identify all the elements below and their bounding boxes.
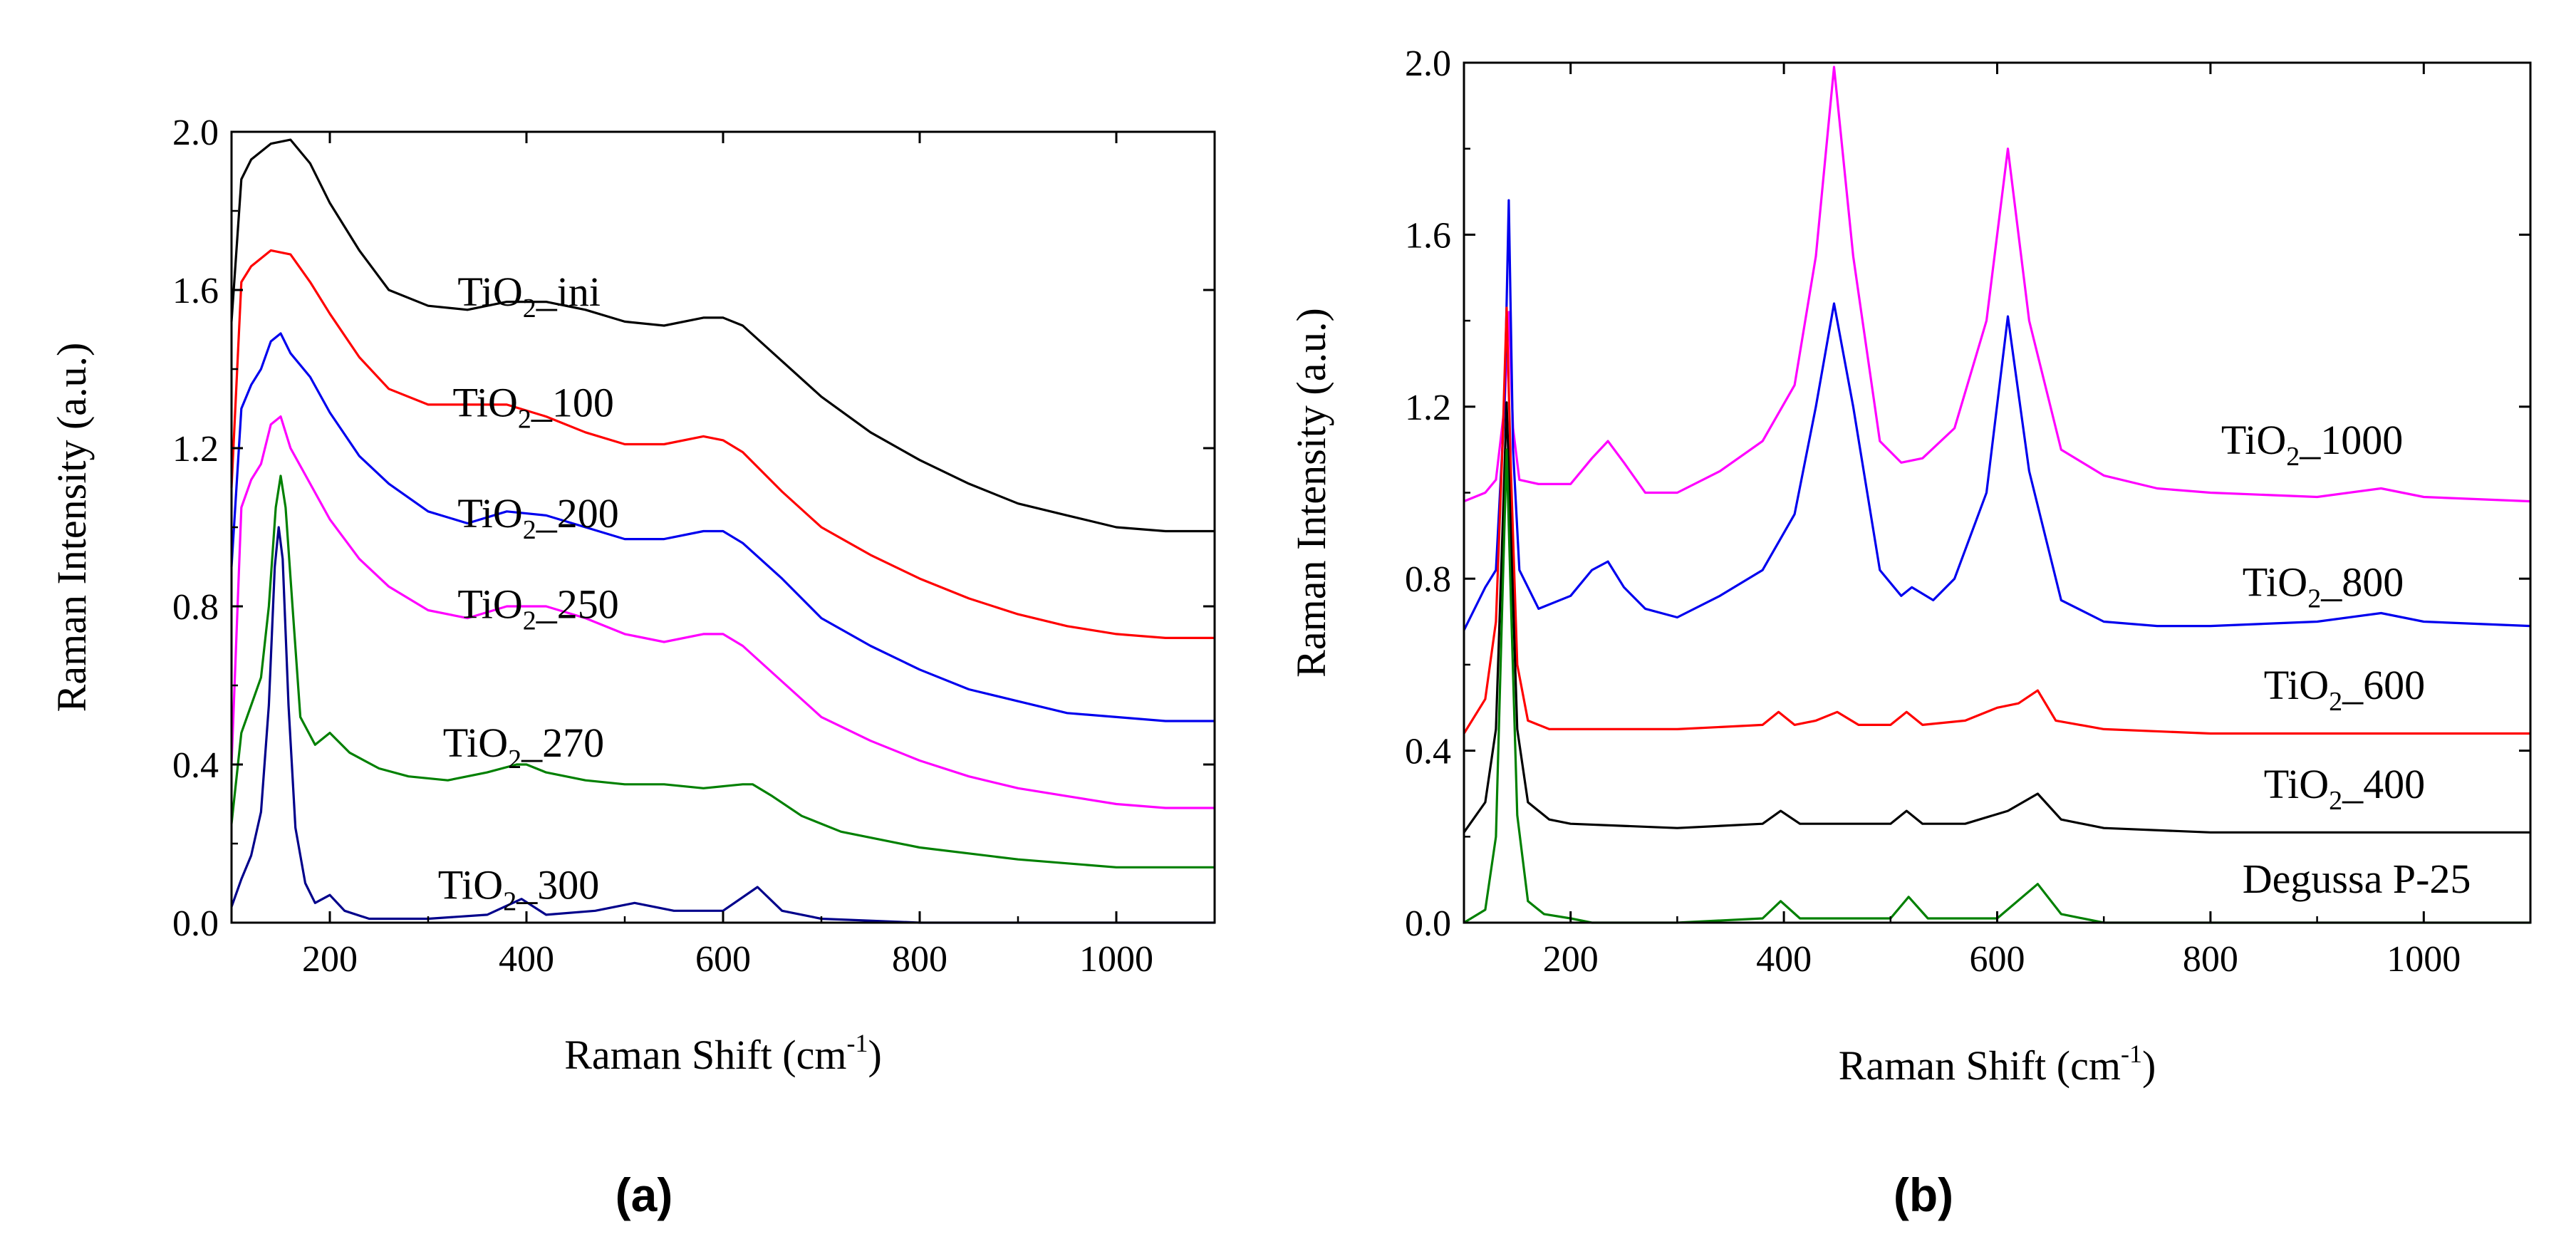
y-tick-label: 0.4: [172, 745, 219, 786]
chart-b: 200 400 600 800 1000 0.0 0.4 0.8 1.2 1.6 2.0 Raman …: [1288, 43, 2532, 1089]
x-tick-label: 200: [302, 939, 358, 980]
panel-label-a: (a): [616, 1168, 673, 1221]
y-axis-label: Raman Intensity (a.u.): [48, 343, 95, 712]
x-tick-label: 800: [2183, 939, 2238, 980]
series-line-tio2-1000: [1463, 66, 2531, 503]
series-label: TiO2_400: [2264, 761, 2425, 816]
x-axis-label: Raman Shift (cm-1): [564, 1029, 882, 1078]
x-axis-label: Raman Shift (cm-1): [1839, 1040, 2156, 1089]
series-label: TiO2_250: [457, 581, 618, 636]
x-tick-label: 1000: [1079, 939, 1153, 980]
y-tick-label: 0.0: [1405, 903, 1451, 944]
y-tick-label: 2.0: [1405, 43, 1451, 84]
series-line-tio2-300: [230, 526, 1215, 924]
panel-label-b: (b): [1894, 1168, 1953, 1221]
series-label: TiO2_800: [2243, 559, 2404, 613]
series-line-tio2-800: [1463, 199, 2531, 631]
x-tick-label: 600: [695, 939, 751, 980]
series-line-tio2-100: [230, 249, 1215, 639]
series-label: TiO2_270: [443, 720, 604, 774]
series-line-tio2-600: [1463, 306, 2530, 735]
series-line-tio2-250: [230, 415, 1215, 809]
chart-a: 200 400 600 800 1000 0.0 0.4 0.8 1.2 1.6 2.0 Raman …: [48, 113, 1216, 1078]
y-axis-label: Raman Intensity (a.u.): [1288, 308, 1334, 678]
series-line-tio2-ini: [230, 138, 1215, 533]
y-tick-label: 1.2: [1405, 388, 1451, 428]
series-label: TiO2_1000: [2221, 417, 2403, 472]
y-tick-label: 0.8: [1405, 559, 1451, 600]
y-tick-label: 1.6: [1405, 215, 1451, 256]
y-tick-label: 1.2: [172, 429, 219, 470]
series-label: TiO2_300: [438, 862, 599, 917]
series-label: TiO2_100: [453, 380, 614, 435]
y-tick-label: 0.4: [1405, 732, 1451, 772]
y-tick-label: 0.8: [172, 587, 219, 628]
series-label: TiO2_200: [457, 490, 618, 545]
x-tick-label: 400: [1756, 939, 1812, 980]
series-label: Degussa P-25: [2243, 856, 2471, 902]
series-line-tio2-400: [1463, 401, 2530, 834]
series-line-tio2-200: [230, 332, 1215, 722]
y-tick-label: 2.0: [172, 113, 219, 153]
series-line-degussa-p-25: [1463, 448, 2530, 924]
series-label: TiO2_ini: [457, 269, 601, 323]
y-tick-label: 0.0: [172, 903, 219, 944]
y-tick-label: 1.6: [172, 271, 219, 311]
x-tick-label: 400: [499, 939, 554, 980]
x-tick-label: 1000: [2387, 939, 2461, 980]
x-tick-label: 800: [892, 939, 947, 980]
x-tick-label: 200: [1543, 939, 1599, 980]
series-line-tio2-270: [230, 475, 1215, 869]
plot-frame: [230, 130, 1216, 924]
series-label: TiO2_600: [2264, 662, 2425, 717]
x-tick-label: 600: [1970, 939, 2025, 980]
